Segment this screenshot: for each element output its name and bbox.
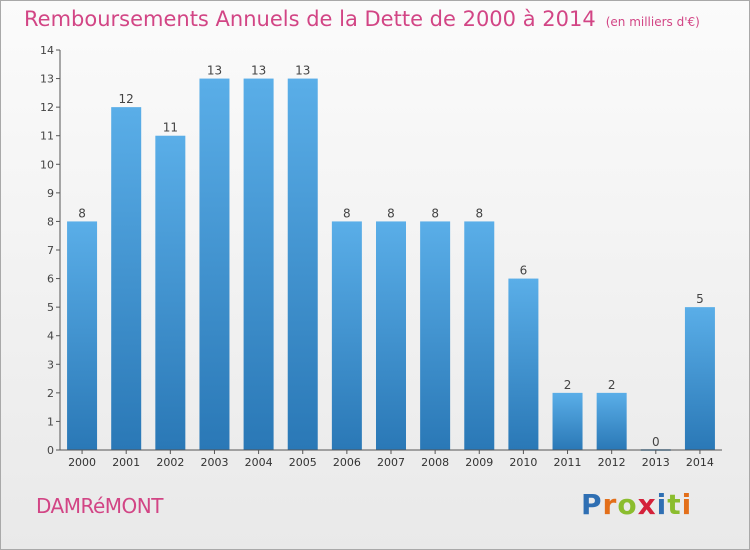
data-label-2004: 13 <box>251 64 266 78</box>
x-tick-label-2006: 2006 <box>333 456 361 469</box>
x-axis: 2000 2001 2002 2003 2004 2005 2006 2007 2008 2009… <box>60 449 722 469</box>
bar-2009 <box>464 221 495 450</box>
y-tick-label: 4 <box>47 330 54 343</box>
bar-2012 <box>596 392 627 450</box>
x-tick-label-2012: 2012 <box>598 456 626 469</box>
y-tick-label: 8 <box>47 215 54 228</box>
x-tick-label-2010: 2010 <box>509 456 537 469</box>
y-tick-label: 5 <box>47 301 54 314</box>
bar-2008 <box>420 221 451 450</box>
y-tick-label: 11 <box>40 130 54 143</box>
bar-2005 <box>287 78 318 451</box>
bar-2014 <box>684 307 715 450</box>
y-tick-label: 12 <box>40 101 54 114</box>
data-label-2005: 13 <box>295 64 310 78</box>
logo-letter: r <box>602 488 618 521</box>
chart-title-text: Remboursements Annuels de la Dette de 20… <box>24 7 596 31</box>
data-label-2014: 5 <box>696 292 704 306</box>
data-label-2000: 8 <box>78 206 86 220</box>
x-tick-label-2003: 2003 <box>200 456 228 469</box>
logo-letter: i <box>681 488 693 521</box>
y-tick-label: 3 <box>47 358 54 371</box>
data-label-2013: 0 <box>652 435 660 449</box>
y-tick-label: 13 <box>40 73 54 86</box>
x-tick-label-2008: 2008 <box>421 456 449 469</box>
x-tick-label-2004: 2004 <box>245 456 273 469</box>
bar-2004 <box>243 78 274 451</box>
y-tick-label: 14 <box>40 44 54 57</box>
y-tick-label: 0 <box>47 444 54 457</box>
bar-2001 <box>111 107 142 451</box>
bar-2002 <box>155 135 186 450</box>
bar-2006 <box>331 221 362 450</box>
commune-name: DAMRéMONT <box>36 494 163 518</box>
bar-2000 <box>67 221 98 450</box>
bar-2011 <box>552 392 583 450</box>
data-label-2002: 11 <box>163 121 178 135</box>
y-tick-label: 2 <box>47 387 54 400</box>
y-tick-label: 6 <box>47 273 54 286</box>
x-tick-label-2013: 2013 <box>642 456 670 469</box>
x-tick-label-2007: 2007 <box>377 456 405 469</box>
data-label-2006: 8 <box>343 206 351 220</box>
y-tick-label: 1 <box>47 415 54 428</box>
chart-unit: (en milliers d'€) <box>605 15 700 29</box>
logo-letter: P <box>581 488 603 521</box>
x-tick-label-2000: 2000 <box>68 456 96 469</box>
bar-2003 <box>199 78 230 451</box>
y-tick-label: 9 <box>47 187 54 200</box>
data-label-2011: 2 <box>564 378 572 392</box>
data-label-2007: 8 <box>387 206 395 220</box>
y-tick-label: 10 <box>40 158 54 171</box>
logo-letter: o <box>617 488 638 521</box>
x-tick-label-2002: 2002 <box>156 456 184 469</box>
logo-letter: x <box>637 488 657 521</box>
chart-title: Remboursements Annuels de la Dette de 20… <box>24 7 700 31</box>
data-label-2003: 13 <box>207 64 222 78</box>
data-label-2012: 2 <box>608 378 616 392</box>
x-tick-label-2011: 2011 <box>554 456 582 469</box>
x-tick-label-2009: 2009 <box>465 456 493 469</box>
data-label-2009: 8 <box>475 206 483 220</box>
logo-letter: t <box>667 488 682 521</box>
y-tick-label: 7 <box>47 244 54 257</box>
bar-2007 <box>376 221 406 450</box>
data-label-2001: 12 <box>119 92 134 106</box>
bars: 8 12 11 13 13 13 8 8 8 8 6 2 2 0 5 <box>67 64 715 451</box>
data-label-2010: 6 <box>520 264 528 278</box>
logo-letter: i <box>656 488 668 521</box>
x-tick-label-2001: 2001 <box>112 456 140 469</box>
x-tick-label-2014: 2014 <box>686 456 714 469</box>
x-tick-label-2005: 2005 <box>289 456 317 469</box>
proxiti-logo: Proxiti <box>581 488 692 521</box>
data-label-2008: 8 <box>431 206 439 220</box>
bar-2010 <box>508 278 539 450</box>
